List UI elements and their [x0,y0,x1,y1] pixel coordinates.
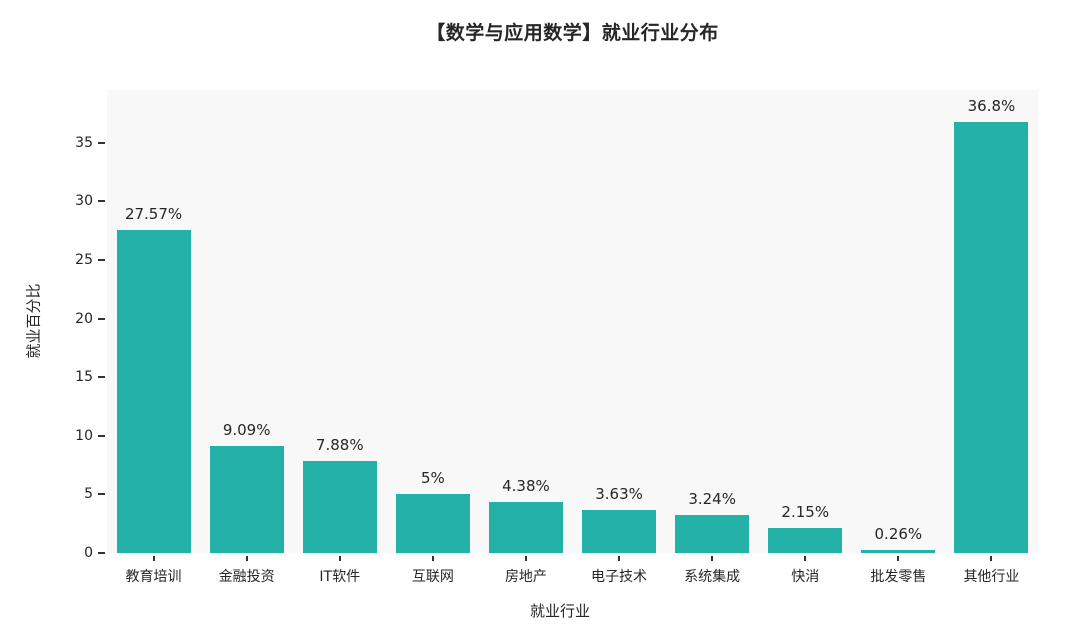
bar [768,527,843,553]
x-tick-label: IT软件 [319,569,361,585]
bar [209,446,284,553]
bar [488,501,563,553]
y-tick-label: 35 [75,134,93,151]
x-tick-label: 批发零售 [870,569,927,585]
bar-value-label: 36.8% [967,96,1016,115]
bar-value-label: 3.63% [595,485,643,504]
y-tick-mark [98,493,105,496]
bar [675,515,750,553]
bar-value-label: 5% [420,469,445,488]
bar-value-label: 4.38% [502,476,550,495]
bar [395,494,470,553]
x-tick-mark [524,556,527,561]
x-tick-label: 金融投资 [218,569,275,585]
x-tick-mark [804,556,807,561]
y-tick-label: 0 [84,545,93,561]
y-tick-mark [98,258,105,261]
bar-value-label: 7.88% [315,435,364,454]
x-tick-mark [618,556,621,561]
bar [582,510,657,553]
x-tick-mark [338,556,341,561]
x-tick-label: 快消 [791,569,820,585]
y-tick-mark [98,552,105,554]
y-tick-label: 25 [75,251,93,268]
y-tick-label: 30 [75,193,93,210]
y-tick-mark [98,317,105,320]
bar-value-label: 27.57% [124,204,183,223]
x-tick-mark [897,556,900,561]
bar [954,121,1029,553]
y-tick-mark [98,376,105,379]
bar-value-label: 2.15% [781,502,830,521]
y-tick-mark [98,200,105,203]
y-tick-label: 15 [75,369,93,386]
y-tick-mark [98,141,105,144]
bar-value-label: 0.26% [874,524,923,543]
x-tick-mark [711,556,714,561]
bar-value-label: 9.09% [222,421,271,440]
x-tick-label: 教育培训 [125,569,182,585]
bar-value-label: 3.24% [688,490,736,509]
y-tick-label: 20 [75,310,93,327]
x-tick-mark [990,556,993,561]
x-tick-mark [431,556,434,561]
y-tick-mark [98,434,105,437]
bar [116,229,191,553]
bar [861,549,936,553]
x-tick-mark [245,556,248,561]
x-tick-label: 其他行业 [963,569,1020,585]
x-tick-label: 系统集成 [684,569,741,585]
x-tick-label: 电子技术 [591,569,648,585]
y-tick-label: 5 [84,486,93,503]
chart-title: 【数学与应用数学】就业行业分布 [426,22,719,44]
bar [302,460,377,553]
y-tick-label: 10 [75,427,93,444]
x-tick-label: 互联网 [411,569,454,585]
x-tick-label: 房地产 [504,569,547,585]
x-axis-label: 就业行业 [529,602,590,620]
x-tick-mark [152,556,155,561]
